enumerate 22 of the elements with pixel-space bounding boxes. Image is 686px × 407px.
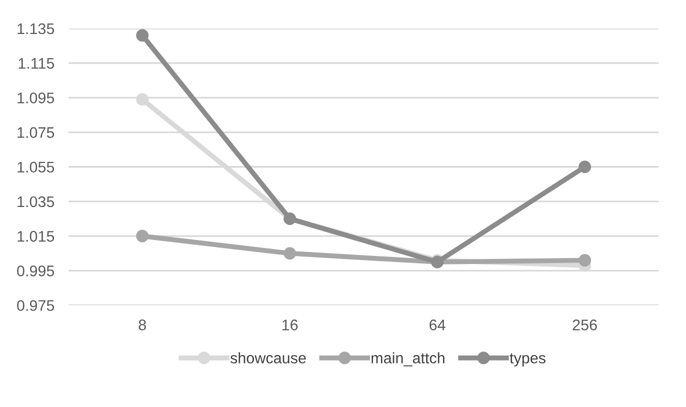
y-tick-label: 1.035 [18, 196, 54, 208]
point [578, 160, 592, 174]
y-tick-label: 1.015 [18, 230, 54, 242]
legend-label: showcause [230, 352, 306, 364]
point [136, 230, 149, 242]
x-tick-label: 256 [572, 320, 597, 330]
x-tick-label: 8 [138, 320, 146, 330]
y-tick-label: 1.075 [18, 127, 54, 138]
legend-label: types [510, 353, 546, 366]
x-tick-label: 16 [282, 320, 298, 330]
point [136, 29, 149, 42]
x-tick-label: 64 [430, 320, 446, 330]
legend-label: main_attch [372, 352, 444, 366]
y-tick-label: 0.995 [17, 266, 54, 276]
point [136, 93, 149, 106]
y-tick-label: 1.055 [18, 162, 54, 173]
point [578, 254, 592, 267]
y-tick-label: 0.975 [17, 300, 54, 311]
point [284, 247, 296, 260]
y-tick-label: 1.115 [18, 58, 54, 69]
y-tick-label: 1.095 [18, 92, 54, 104]
y-tick-label: 1.135 [18, 23, 54, 34]
